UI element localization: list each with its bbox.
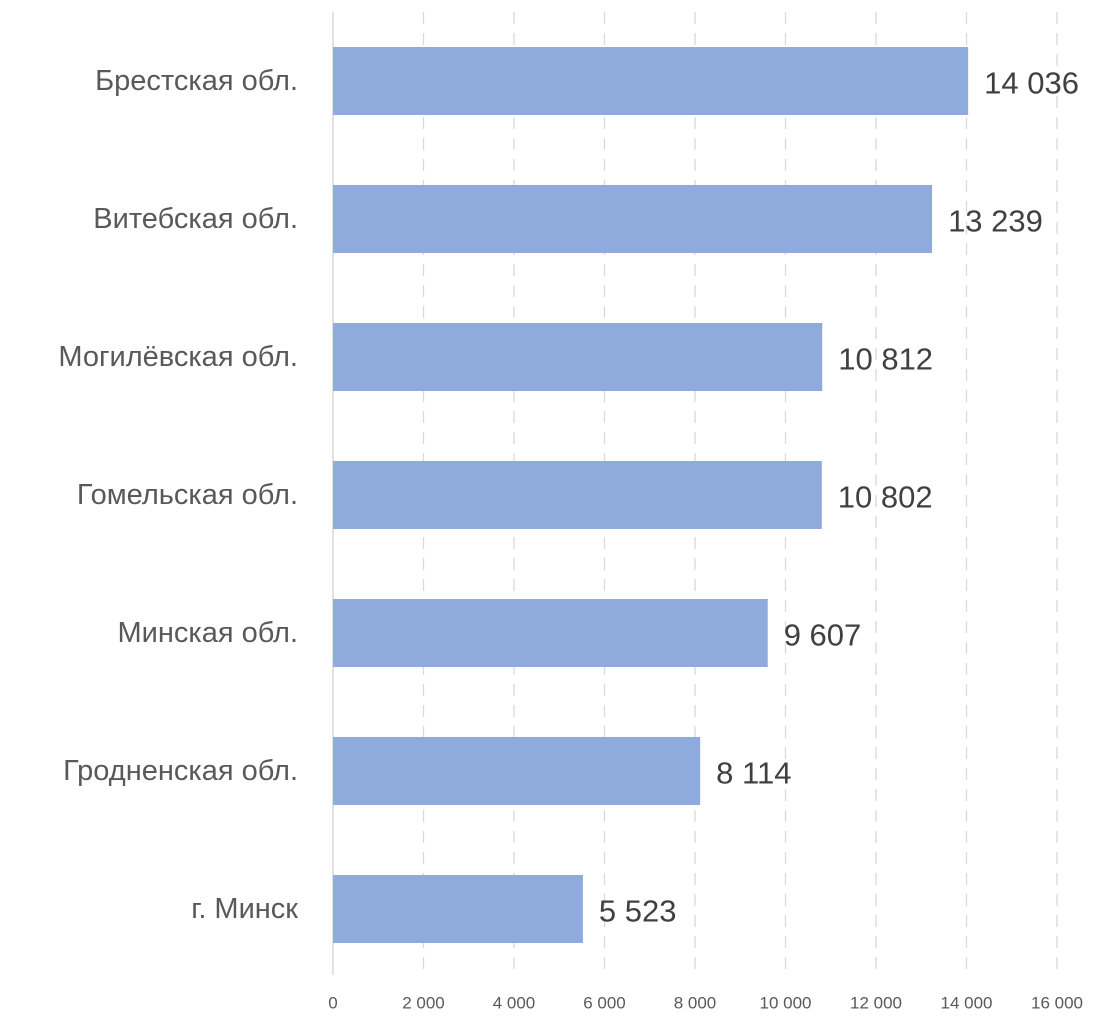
category-labels: Брестская обл. Витебская обл. Могилёвская … [58, 65, 298, 925]
bar [333, 875, 583, 943]
bars [333, 47, 969, 943]
category-label: Гродненская обл. [63, 755, 298, 787]
data-label: 14 036 [984, 66, 1079, 101]
x-tick-label: 4 000 [493, 994, 536, 1013]
category-label: Минская обл. [118, 617, 299, 649]
x-tick-label: 12 000 [850, 994, 902, 1013]
x-tick-label: 8 000 [674, 994, 717, 1013]
category-label: Могилёвская обл. [58, 341, 298, 373]
bar [333, 737, 701, 805]
x-tick-label: 10 000 [760, 994, 812, 1013]
x-tick-label: 2 000 [402, 994, 445, 1013]
data-label: 13 239 [948, 204, 1043, 239]
value-labels: 14 036 13 239 10 812 10 802 9 607 8 114 5 523 [599, 66, 1079, 929]
x-tick-label: 0 [328, 994, 337, 1013]
x-tick-label: 16 000 [1031, 994, 1083, 1013]
data-label: 10 802 [838, 480, 933, 515]
data-label: 8 114 [716, 756, 791, 791]
bar [333, 185, 933, 253]
bar [333, 47, 969, 115]
category-label: г. Минск [191, 893, 298, 925]
category-label: Брестская обл. [95, 65, 298, 97]
bar [333, 323, 823, 391]
bar [333, 461, 822, 529]
category-label: Гомельская обл. [77, 479, 298, 511]
data-label: 5 523 [599, 894, 677, 929]
x-tick-label: 14 000 [941, 994, 993, 1013]
x-axis-tick-labels: 0 2 000 4 000 6 000 8 000 10 000 12 000 14 000 1… [328, 994, 1083, 1013]
bar [333, 599, 768, 667]
data-label: 10 812 [838, 342, 933, 377]
data-label: 9 607 [784, 618, 862, 653]
x-tick-label: 6 000 [583, 994, 626, 1013]
category-label: Витебская обл. [93, 203, 298, 235]
